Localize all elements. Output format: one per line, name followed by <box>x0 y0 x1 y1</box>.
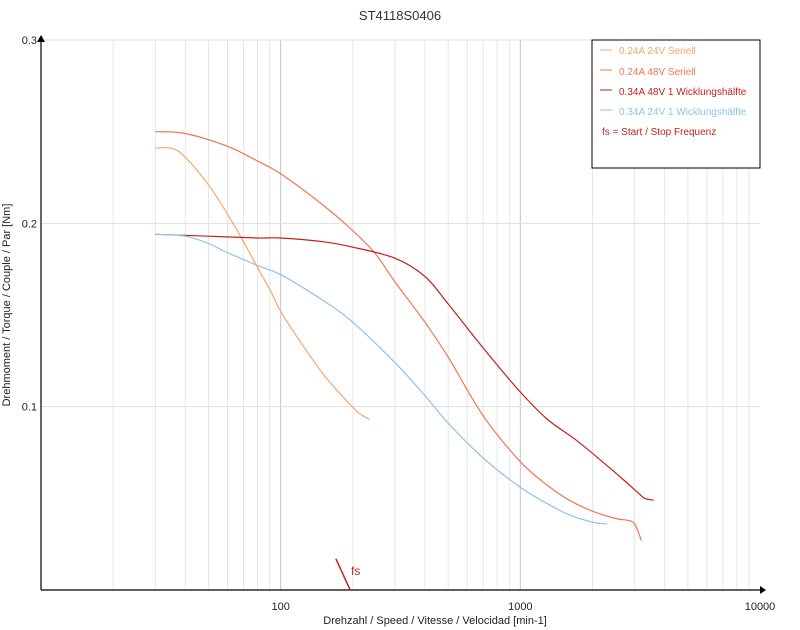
x-tick-label: 1000 <box>508 601 532 613</box>
legend-entry: 0.24A 24V Seriell <box>619 46 696 57</box>
fs-annotation <box>335 558 351 591</box>
axes: 100 1000 10000 0.1 0.2 0.3 <box>22 35 776 613</box>
y-tick-label: 0.3 <box>22 35 37 47</box>
chart-title: ST4118S0406 <box>359 8 441 23</box>
series-line-3 <box>155 233 654 501</box>
fs-label: fs <box>351 564 360 578</box>
legend: 0.24A 24V Seriell 0.24A 48V Seriell 0.34… <box>591 39 761 169</box>
legend-entry: 0.34A 24V 1 Wicklungshälfte <box>619 107 747 118</box>
x-axis-label: Drehzahl / Speed / Vitesse / Velocidad [… <box>323 615 547 627</box>
y-axis-arrow <box>37 35 45 42</box>
series-group <box>155 131 654 541</box>
y-tick-label: 0.2 <box>22 218 37 230</box>
x-tick-label: 100 <box>271 601 289 613</box>
x-tick-label: 10000 <box>745 601 776 613</box>
legend-entry: 0.34A 48V 1 Wicklungshälfte <box>619 87 747 98</box>
legend-entry: 0.24A 48V Seriell <box>619 67 696 78</box>
series-line-4 <box>155 233 608 525</box>
y-axis-label: Drehmoment / Torque / Couple / Par [Nm] <box>1 204 13 407</box>
series-line-2 <box>155 131 642 541</box>
fs-marker-line <box>335 558 351 591</box>
series-line-1 <box>155 146 370 421</box>
y-tick-label: 0.1 <box>22 402 37 414</box>
legend-note: fs = Start / Stop Frequenz <box>602 127 716 138</box>
legend-box <box>591 39 761 169</box>
x-axis-arrow <box>760 586 766 594</box>
